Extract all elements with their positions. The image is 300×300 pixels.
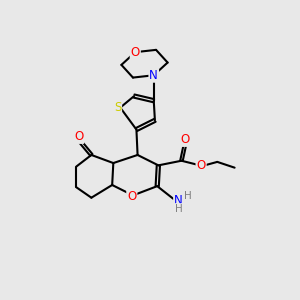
Text: N: N — [174, 194, 183, 206]
Text: O: O — [181, 133, 190, 146]
Text: O: O — [196, 159, 206, 172]
Text: H: H — [184, 191, 192, 201]
Text: O: O — [74, 130, 83, 143]
Text: O: O — [127, 190, 136, 203]
Text: N: N — [149, 69, 158, 82]
Text: H: H — [175, 204, 182, 214]
Text: S: S — [114, 101, 121, 114]
Text: O: O — [130, 46, 140, 59]
